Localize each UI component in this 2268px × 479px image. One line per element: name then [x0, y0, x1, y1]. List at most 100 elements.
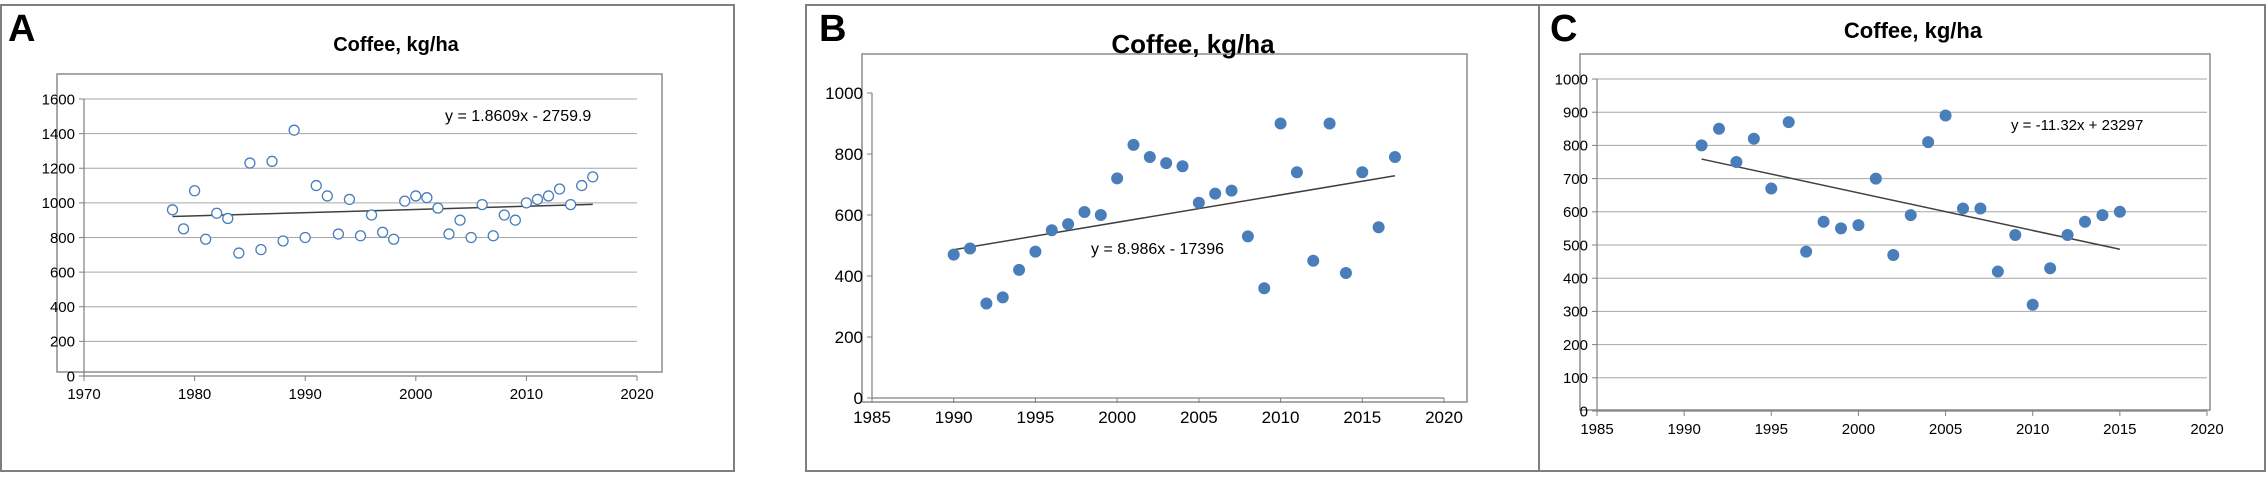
- y-tick-label: 200: [835, 328, 863, 347]
- data-point: [2009, 229, 2022, 242]
- data-point: [244, 157, 256, 169]
- data-point: [1176, 160, 1189, 173]
- data-point: [1258, 282, 1271, 295]
- data-point: [288, 124, 300, 136]
- y-tick-label: 800: [50, 230, 75, 247]
- x-tick-label: 2010: [1262, 408, 1300, 427]
- data-point: [1013, 263, 1026, 276]
- data-point: [432, 202, 444, 214]
- data-point: [299, 231, 311, 244]
- data-point: [277, 235, 289, 247]
- data-point: [1160, 157, 1173, 170]
- x-tick-label: 2020: [620, 386, 653, 403]
- data-point: [188, 185, 201, 197]
- data-point: [1835, 222, 1847, 235]
- data-point: [1800, 245, 1813, 258]
- data-point: [1730, 156, 1743, 168]
- data-point: [487, 230, 499, 242]
- y-tick-label: 1000: [42, 195, 75, 212]
- trendline: [1701, 158, 2121, 250]
- y-tick-label: 800: [835, 145, 863, 164]
- data-point: [1869, 172, 1882, 185]
- data-point: [542, 190, 555, 202]
- x-tick-label: 1990: [1667, 421, 1700, 438]
- data-point: [321, 190, 333, 202]
- x-tick-label: 1990: [935, 408, 973, 427]
- y-tick-label: 0: [854, 389, 863, 408]
- data-point: [1339, 266, 1352, 279]
- data-point: [476, 198, 488, 211]
- data-point: [343, 193, 356, 206]
- data-point: [1045, 224, 1058, 237]
- data-point: [332, 228, 345, 240]
- data-point: [947, 248, 960, 261]
- data-point: [222, 212, 234, 225]
- x-tick-label: 1985: [853, 408, 891, 427]
- y-tick-label: 600: [1563, 204, 1588, 221]
- data-point: [1817, 215, 1830, 228]
- y-tick-label: 200: [50, 334, 75, 351]
- data-point: [1225, 184, 1238, 197]
- data-point: [1974, 202, 1987, 215]
- data-point: [1274, 117, 1287, 130]
- data-point: [2096, 209, 2109, 222]
- data-point: [1029, 245, 1042, 258]
- data-point: [200, 233, 212, 245]
- data-point: [1852, 219, 1865, 232]
- plot-frame: [861, 53, 1468, 403]
- data-point: [1323, 117, 1336, 130]
- y-tick-label: 800: [1563, 138, 1588, 155]
- data-point: [2026, 298, 2039, 311]
- trendline-equation: y = 1.8609x - 2759.9: [445, 108, 591, 125]
- data-point: [498, 209, 510, 221]
- data-point: [1782, 116, 1795, 129]
- data-point: [1904, 209, 1917, 222]
- panel-label: C: [1550, 8, 1578, 50]
- data-point: [531, 193, 544, 206]
- data-point: [1078, 205, 1091, 218]
- x-tick-label: 2010: [2016, 421, 2049, 438]
- data-point: [266, 155, 278, 167]
- data-point: [2061, 229, 2074, 242]
- data-point: [2044, 262, 2057, 275]
- y-tick-label: 600: [50, 264, 75, 281]
- x-tick-label: 2010: [510, 386, 543, 403]
- data-point: [454, 214, 466, 226]
- data-point: [1957, 202, 1969, 215]
- x-tick-label: 2005: [1180, 408, 1218, 427]
- chart-panel-a: A Coffee, kg/ha 0 200 400 600 800 1000 1200 1400…: [0, 4, 735, 472]
- x-tick-label: 1995: [1017, 408, 1055, 427]
- plot-frame: [56, 73, 663, 373]
- data-point: [1713, 122, 1725, 135]
- chart-title: Coffee, kg/ha: [1844, 18, 1983, 43]
- scatter-chart: Coffee, kg/ha 0 200 400 600 800 1000 1200 1400 16…: [42, 34, 663, 403]
- y-tick-label: 300: [1563, 304, 1588, 321]
- x-tick-label: 2000: [1842, 421, 1875, 438]
- data-point: [1747, 132, 1760, 145]
- data-point: [1388, 151, 1401, 164]
- data-point: [1062, 218, 1075, 231]
- y-tick-label: 400: [50, 299, 75, 316]
- data-point: [576, 179, 588, 192]
- data-point: [310, 179, 322, 192]
- chart-title: Coffee, kg/ha: [1111, 29, 1275, 59]
- data-point: [520, 197, 533, 209]
- data-point: [211, 207, 223, 219]
- data-point: [1765, 182, 1778, 195]
- data-point: [1991, 265, 2004, 278]
- data-point: [587, 171, 599, 183]
- data-point: [388, 233, 400, 245]
- panel-label: A: [8, 8, 36, 50]
- data-point: [1111, 172, 1124, 185]
- data-point: [964, 242, 977, 255]
- data-point: [410, 190, 422, 202]
- y-tick-label: 0: [67, 368, 75, 385]
- y-tick-label: 500: [1563, 237, 1588, 254]
- y-tick-label: 1200: [42, 161, 75, 178]
- data-point: [1209, 187, 1222, 200]
- data-point: [1356, 166, 1369, 179]
- trendline-equation: y = -11.32x + 23297: [2011, 117, 2143, 134]
- x-tick-label: 1990: [289, 386, 322, 403]
- x-tick-label: 2015: [2103, 421, 2136, 438]
- data-point: [365, 209, 378, 221]
